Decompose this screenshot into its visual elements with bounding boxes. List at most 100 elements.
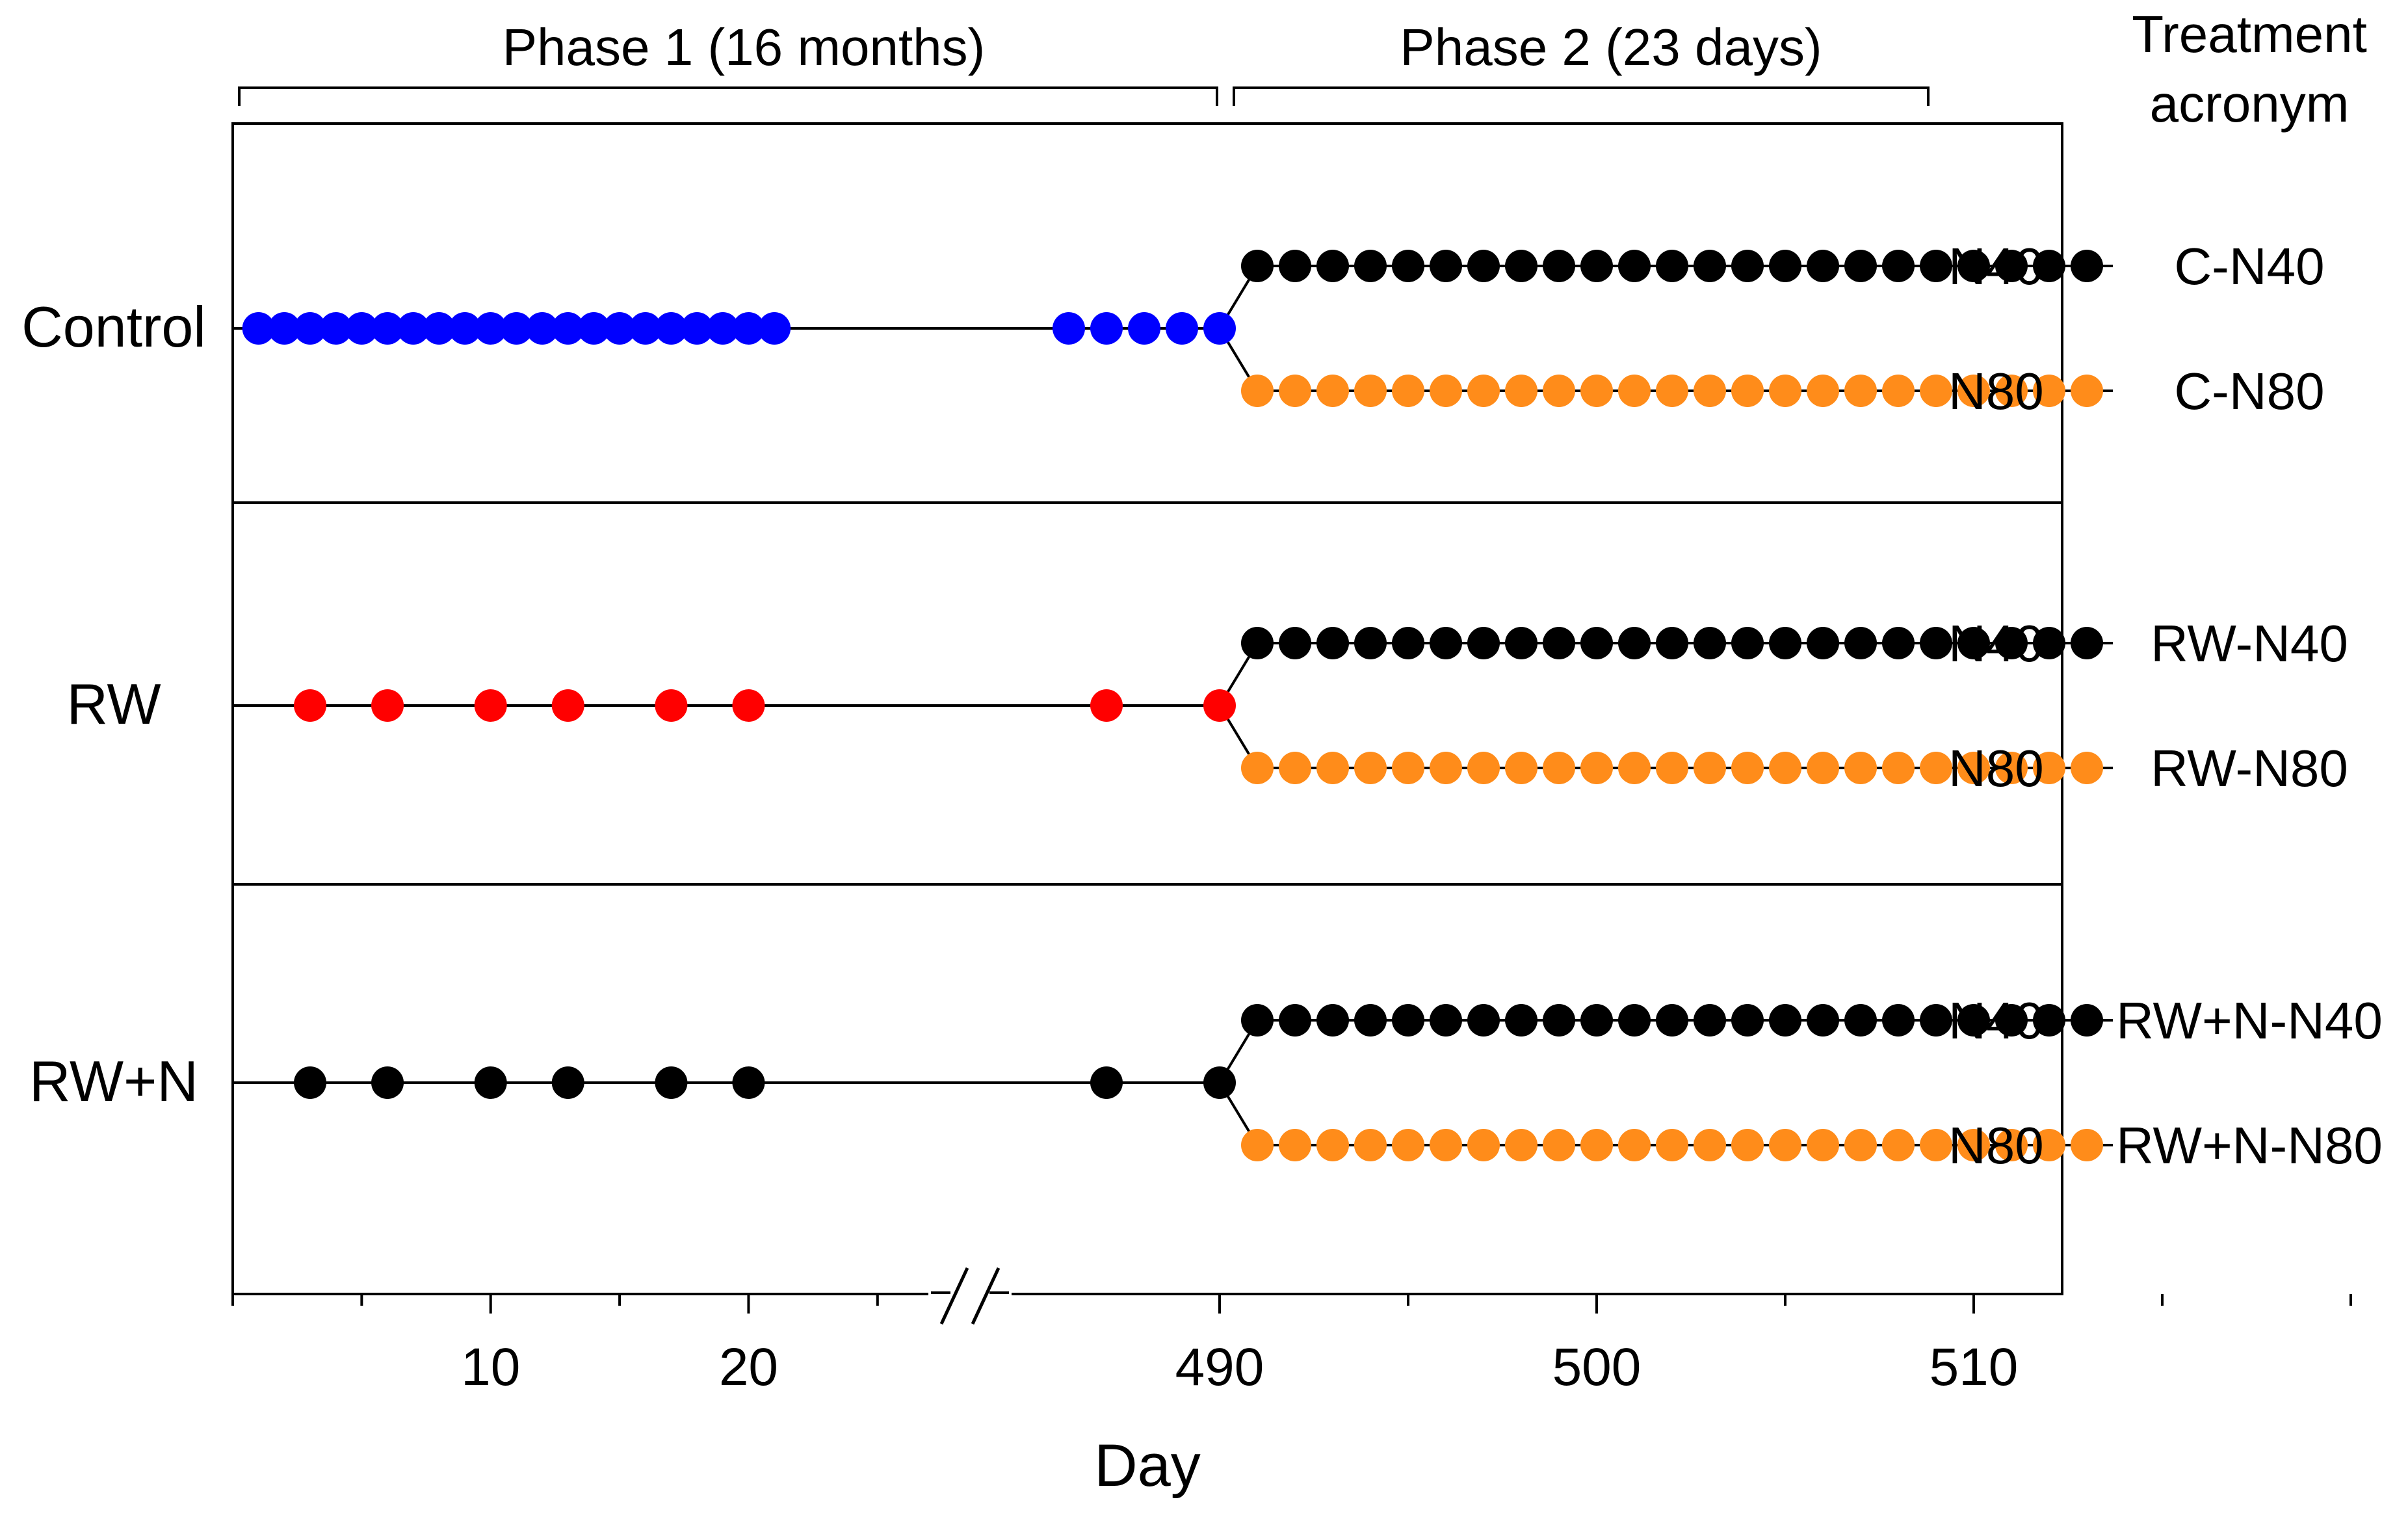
- dot-n80: [1807, 375, 1839, 407]
- dot-n80: [2071, 752, 2103, 784]
- dot-n80: [1505, 752, 1538, 784]
- dot-n80: [1957, 1129, 1990, 1161]
- dot-phase1: [732, 689, 765, 722]
- dot-phase1: [732, 1066, 765, 1099]
- dot-phase1: [551, 689, 584, 722]
- dot-n40: [1467, 1004, 1500, 1037]
- dot-n40: [1807, 250, 1839, 282]
- dot-n40: [1618, 1004, 1651, 1037]
- dot-n80: [1656, 1129, 1688, 1161]
- dot-phase1: [732, 312, 765, 345]
- dot-n80: [1731, 375, 1764, 407]
- plot-frame: [231, 122, 2063, 1295]
- treatment-acronym: RW+N-N80: [2116, 1116, 2383, 1174]
- dot-n80: [1505, 1129, 1538, 1161]
- dot-n80: [2033, 752, 2065, 784]
- dot-n80: [1316, 752, 1349, 784]
- dot-n80: [1807, 752, 1839, 784]
- dot-phase1: [1203, 1066, 1236, 1099]
- phase-label-1: Phase 1 (16 months): [503, 18, 986, 76]
- treatment-acronym: RW+N-N40: [2116, 992, 2383, 1050]
- dot-phase1: [371, 1066, 404, 1099]
- dot-phase1: [268, 312, 301, 345]
- dot-n80: [1957, 752, 1990, 784]
- dot-n40: [1995, 627, 2028, 659]
- dot-phase1: [1203, 312, 1236, 345]
- dot-n40: [1957, 1004, 1990, 1037]
- dot-n40: [1316, 1004, 1349, 1037]
- phase-bracket-1: [238, 86, 1218, 106]
- dot-n40: [1995, 250, 2028, 282]
- axis-break-slash-1: [939, 1267, 969, 1325]
- dot-phase1: [758, 312, 791, 345]
- dot-n40: [2071, 627, 2103, 659]
- dot-n80: [1731, 1129, 1764, 1161]
- dot-phase1: [1090, 689, 1123, 722]
- dot-n80: [1882, 752, 1915, 784]
- dot-n80: [1995, 375, 2028, 407]
- dot-n80: [1920, 752, 1952, 784]
- dot-n80: [1957, 375, 1990, 407]
- dot-n80: [1392, 375, 1424, 407]
- dot-n40: [1543, 250, 1575, 282]
- dot-n40: [1769, 1004, 1801, 1037]
- axis-break-slash-2: [971, 1267, 1001, 1325]
- dot-phase1: [242, 312, 275, 345]
- dot-n40: [1920, 1004, 1952, 1037]
- dot-phase1: [371, 312, 404, 345]
- dot-n80: [1844, 752, 1877, 784]
- dot-n40: [1505, 250, 1538, 282]
- dot-n80: [1505, 375, 1538, 407]
- x-axis-title: Day: [1094, 1433, 1201, 1499]
- dot-n80: [1694, 375, 1726, 407]
- dot-n40: [1957, 627, 1990, 659]
- dot-n80: [1467, 1129, 1500, 1161]
- dot-n40: [1580, 1004, 1613, 1037]
- branch-label-n40: N40: [1948, 237, 2044, 295]
- dot-n40: [1920, 250, 1952, 282]
- dot-n80: [1279, 375, 1311, 407]
- dot-phase1: [655, 1066, 688, 1099]
- tick-label: 490: [1175, 1338, 1264, 1397]
- dot-phase1: [629, 312, 662, 345]
- dot-n80: [2071, 375, 2103, 407]
- dot-phase1: [474, 312, 507, 345]
- dot-n40: [1580, 250, 1613, 282]
- branch-label-n40: N40: [1948, 992, 2044, 1050]
- dot-n80: [1995, 752, 2028, 784]
- dot-n40: [1731, 1004, 1764, 1037]
- dot-n40: [2071, 250, 2103, 282]
- dot-n40: [1769, 250, 1801, 282]
- tick-label: 10: [461, 1338, 520, 1397]
- dot-n80: [1920, 1129, 1952, 1161]
- dot-phase1: [1090, 1066, 1123, 1099]
- dot-n80: [1882, 1129, 1915, 1161]
- dot-phase1: [551, 312, 584, 345]
- dot-n40: [1694, 1004, 1726, 1037]
- dot-n80: [1392, 752, 1424, 784]
- dot-n40: [1995, 1004, 2028, 1037]
- tick-label: 510: [1930, 1338, 2019, 1397]
- phase-bracket-2: [1233, 86, 1930, 106]
- dot-n80: [1543, 375, 1575, 407]
- dot-n80: [1543, 752, 1575, 784]
- dot-phase1: [449, 312, 482, 345]
- dot-n80: [1392, 1129, 1424, 1161]
- dot-n40: [1694, 627, 1726, 659]
- dot-n40: [1731, 627, 1764, 659]
- dot-phase1: [345, 312, 378, 345]
- dot-n40: [1505, 627, 1538, 659]
- dot-n80: [1430, 752, 1462, 784]
- dot-phase1: [706, 312, 739, 345]
- dot-n80: [1882, 375, 1915, 407]
- dot-n40: [2033, 627, 2065, 659]
- dot-n40: [1882, 627, 1915, 659]
- dot-n80: [1995, 1129, 2028, 1161]
- dot-n80: [1467, 375, 1500, 407]
- dot-phase1: [397, 312, 430, 345]
- dot-phase1: [681, 312, 714, 345]
- dot-n40: [1656, 250, 1688, 282]
- group-label-rw: RW: [66, 672, 161, 736]
- dot-n80: [1694, 1129, 1726, 1161]
- dot-n40: [1580, 627, 1613, 659]
